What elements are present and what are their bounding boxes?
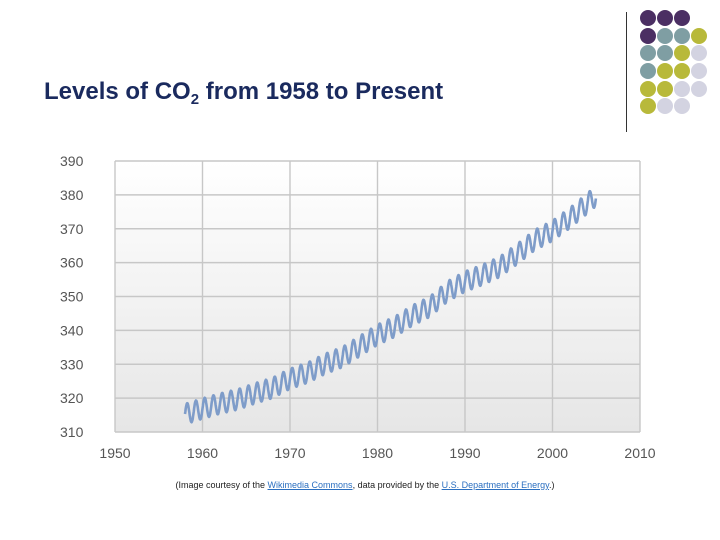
title-prefix: Levels of CO — [44, 78, 191, 105]
x-tick-label: 1950 — [99, 445, 130, 461]
caption-prefix: (Image courtesy of the — [175, 480, 268, 490]
decor-dot — [674, 81, 690, 97]
decor-dot — [640, 28, 656, 44]
decor-dot — [674, 10, 690, 26]
doe-link[interactable]: U.S. Department of Energy — [441, 480, 550, 490]
y-tick-label: 380 — [60, 187, 84, 203]
y-tick-label: 360 — [60, 255, 84, 271]
decor-dot — [640, 10, 656, 26]
y-tick-label: 370 — [60, 221, 84, 237]
decor-dot — [657, 63, 673, 79]
y-tick-label: 320 — [60, 390, 84, 406]
decor-dot — [657, 10, 673, 26]
caption-suffix: .) — [549, 480, 555, 490]
title-suffix: from 1958 to Present — [199, 78, 444, 105]
image-credit-caption: (Image courtesy of the Wikimedia Commons… — [0, 480, 720, 490]
y-tick-label: 390 — [60, 153, 84, 169]
x-tick-label: 2010 — [624, 445, 655, 461]
x-tick-label: 1970 — [274, 445, 305, 461]
decor-dot — [674, 45, 690, 61]
y-tick-label: 340 — [60, 322, 84, 338]
divider-line — [626, 12, 627, 132]
caption-middle: , data provided by the — [352, 480, 442, 490]
decor-dot — [674, 63, 690, 79]
y-tick-label: 310 — [60, 424, 84, 440]
decor-dot — [691, 63, 707, 79]
decor-dot — [674, 28, 690, 44]
decor-dot — [674, 98, 690, 114]
decor-dot — [640, 63, 656, 79]
wikimedia-commons-link[interactable]: Wikimedia Commons — [267, 480, 353, 490]
co2-series-line — [183, 189, 598, 424]
y-tick-label: 350 — [60, 289, 84, 305]
decor-dot — [691, 81, 707, 97]
decor-dot — [657, 28, 673, 44]
x-tick-label: 2000 — [537, 445, 568, 461]
decor-dot — [640, 45, 656, 61]
co2-line-chart: 310 320 330 340 350 360 370 380 390 1950 1960 1970 1… — [60, 153, 656, 461]
y-tick-label: 330 — [60, 356, 84, 372]
decor-dot — [640, 81, 656, 97]
decor-dot — [691, 45, 707, 61]
x-tick-label: 1990 — [449, 445, 480, 461]
decor-dot — [640, 98, 656, 114]
decor-dot — [691, 28, 707, 44]
x-tick-label: 1960 — [187, 445, 218, 461]
decor-dot — [657, 81, 673, 97]
decor-dot — [657, 45, 673, 61]
slide-title: Levels of CO2 from 1958 to Present — [44, 78, 443, 108]
decorative-dot-grid — [640, 10, 707, 114]
x-tick-label: 1980 — [362, 445, 393, 461]
title-subscript: 2 — [190, 91, 200, 108]
decor-dot — [657, 98, 673, 114]
